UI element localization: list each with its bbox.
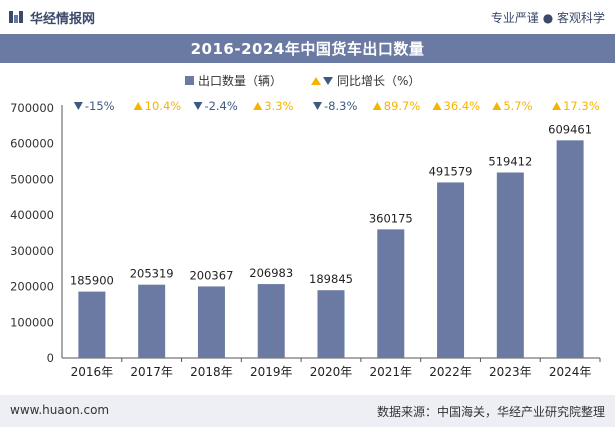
legend-up-triangle-icon [311, 77, 321, 85]
bar [556, 140, 584, 358]
bar [437, 182, 465, 358]
bar-value-label: 185900 [70, 274, 114, 288]
tagline: 专业严谨 ● 客观科学 [490, 11, 605, 25]
growth-label: 89.7% [384, 99, 421, 113]
bar [496, 172, 524, 358]
bar [138, 284, 166, 358]
x-tick-label: 2017年 [130, 365, 173, 379]
growth-label: 5.7% [503, 99, 532, 113]
growth-label: 36.4% [444, 99, 481, 113]
growth-label: 3.3% [264, 99, 293, 113]
x-tick-label: 2016年 [71, 365, 114, 379]
growth-label: -15% [85, 99, 115, 113]
bar [257, 284, 285, 358]
chart-title: 2016-2024年中国货车出口数量 [0, 34, 615, 63]
growth-label: -8.3% [324, 99, 357, 113]
legend-label-export: 出口数量（辆） [198, 73, 282, 88]
growth-up-triangle-icon [432, 102, 442, 110]
x-tick-label: 2022年 [429, 365, 472, 379]
x-tick-label: 2019年 [250, 365, 293, 379]
bar-chart: 出口数量（辆） 同比增长（%） 0 100000 200000 300000 400000 5… [10, 73, 601, 379]
brand-name: 华经情报网 [30, 11, 96, 27]
x-tick-label: 2024年 [549, 365, 592, 379]
growth-down-triangle-icon [313, 102, 322, 110]
bar-value-label: 360175 [369, 211, 413, 225]
bar-value-label: 609461 [548, 122, 592, 136]
brand: 华经情报网 [8, 7, 95, 27]
footer-source: 数据来源：中国海关，华经产业研究院整理 [376, 405, 605, 419]
bar [377, 229, 405, 358]
growth-label: 10.4% [145, 99, 182, 113]
growth-up-triangle-icon [253, 102, 263, 110]
y-tick-label: 500000 [10, 172, 54, 186]
bar [317, 290, 345, 358]
bar-value-label: 519412 [488, 154, 532, 168]
y-tick-label: 300000 [10, 244, 54, 258]
bar-value-label: 206983 [249, 266, 293, 280]
bar-value-label: 491579 [429, 164, 473, 178]
growth-down-triangle-icon [73, 102, 83, 110]
footer-website[interactable]: www.huaon.com [10, 403, 110, 417]
bar-value-label: 189845 [309, 272, 353, 286]
x-tick-label: 2020年 [310, 365, 353, 379]
x-tick-label: 2021年 [370, 365, 413, 379]
legend: 出口数量（辆） 同比增长（%） [185, 73, 420, 88]
legend-swatch-export [185, 76, 194, 85]
y-tick-label: 100000 [10, 315, 54, 329]
bar [78, 291, 106, 358]
growth-down-triangle-icon [193, 102, 203, 110]
top-bar: 华经情报网 专业严谨 ● 客观科学 [0, 0, 615, 34]
growth-up-triangle-icon [372, 102, 382, 110]
bar-value-label: 205319 [130, 267, 174, 281]
bar [197, 286, 225, 358]
growth-label: 17.3% [563, 99, 600, 113]
legend-label-growth: 同比增长（%） [337, 74, 420, 88]
y-tick-label: 600000 [10, 137, 54, 151]
y-tick-label: 400000 [10, 208, 54, 222]
y-tick-label: 0 [47, 351, 54, 365]
growth-up-triangle-icon [492, 102, 502, 110]
footer: www.huaon.com 数据来源：中国海关，华经产业研究院整理 [0, 395, 615, 427]
x-tick-label: 2018年 [190, 365, 233, 379]
y-tick-label: 200000 [10, 280, 54, 294]
bar-value-label: 200367 [189, 268, 233, 282]
growth-up-triangle-icon [552, 102, 562, 110]
x-tick-label: 2023年 [489, 365, 532, 379]
y-tick-label: 700000 [10, 101, 54, 115]
legend-down-triangle-icon [323, 77, 333, 85]
growth-up-triangle-icon [133, 102, 143, 110]
brand-logo-icon [9, 11, 23, 23]
growth-label: -2.4% [204, 99, 237, 113]
